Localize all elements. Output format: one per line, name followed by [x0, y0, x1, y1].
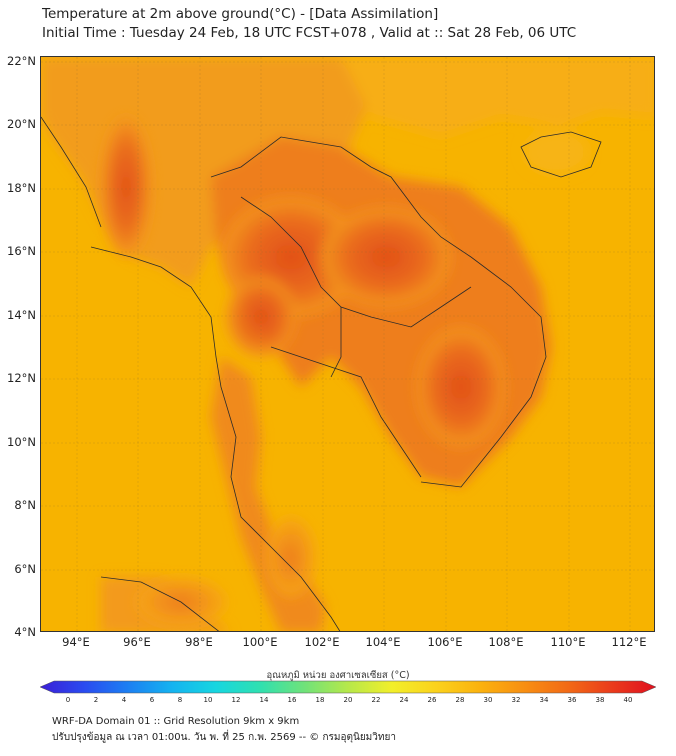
- lon-label-108e: 108°E: [488, 635, 524, 649]
- lat-label-22n: 22°N: [7, 54, 36, 68]
- temperature-map: [40, 56, 655, 632]
- map-title: Temperature at 2m above ground(°C) - [Da…: [42, 6, 439, 22]
- colorbar-tick-label: 34: [539, 696, 549, 704]
- lat-label-20n: 20°N: [7, 117, 36, 131]
- lat-label-4n: 4°N: [14, 625, 36, 639]
- colorbar-tick-label: 2: [93, 696, 99, 704]
- lat-label-18n: 18°N: [7, 181, 36, 195]
- footer-update-info: ปรับปรุงข้อมูล ณ เวลา 01:00น. วัน พ. ที่…: [52, 732, 396, 743]
- lat-label-8n: 8°N: [14, 498, 36, 512]
- colorbar: [40, 680, 656, 694]
- lon-label-94e: 94°E: [62, 635, 90, 649]
- lon-label-112e: 112°E: [611, 635, 647, 649]
- lon-label-110e: 110°E: [550, 635, 586, 649]
- colorbar-tick-label: 30: [483, 696, 493, 704]
- colorbar-tick-label: 12: [231, 696, 241, 704]
- colorbar-tick-label: 32: [511, 696, 521, 704]
- colorbar-tick-label: 38: [595, 696, 605, 704]
- lon-label-106e: 106°E: [427, 635, 463, 649]
- colorbar-tick-label: 6: [149, 696, 155, 704]
- colorbar-tick-label: 10: [203, 696, 213, 704]
- lat-label-14n: 14°N: [7, 308, 36, 322]
- colorbar-tick-label: 8: [177, 696, 183, 704]
- lat-label-6n: 6°N: [14, 562, 36, 576]
- footer-model-info: WRF-DA Domain 01 :: Grid Resolution 9km …: [52, 716, 300, 727]
- colorbar-tick-label: 18: [315, 696, 325, 704]
- colorbar-tick-label: 28: [455, 696, 465, 704]
- colorbar-tick-label: 40: [623, 696, 633, 704]
- lat-label-12n: 12°N: [7, 371, 36, 385]
- heat-hotspots: [101, 117, 506, 627]
- colorbar-title: อุณหภูมิ หน่วย องศาเซลเซียส (°C): [266, 670, 410, 681]
- lat-label-10n: 10°N: [7, 435, 36, 449]
- colorbar-tick-label: 0: [65, 696, 71, 704]
- colorbar-tick-label: 36: [567, 696, 577, 704]
- colorbar-tick-label: 22: [371, 696, 381, 704]
- colorbar-tick-label: 14: [259, 696, 269, 704]
- map-subtitle: Initial Time : Tuesday 24 Feb, 18 UTC FC…: [42, 25, 577, 41]
- lon-label-104e: 104°E: [365, 635, 401, 649]
- lon-label-102e: 102°E: [304, 635, 340, 649]
- lon-label-100e: 100°E: [242, 635, 278, 649]
- colorbar-tick-label: 24: [399, 696, 409, 704]
- colorbar-ramp: [40, 680, 656, 694]
- lon-label-98e: 98°E: [185, 635, 213, 649]
- borders: [41, 116, 602, 631]
- colorbar-tick-label: 20: [343, 696, 353, 704]
- lon-label-96e: 96°E: [123, 635, 151, 649]
- colorbar-tick-label: 26: [427, 696, 437, 704]
- graticule: [41, 57, 654, 631]
- colorbar-tick-label: 4: [121, 696, 127, 704]
- colorbar-tick-label: 16: [287, 696, 297, 704]
- lat-label-16n: 16°N: [7, 244, 36, 258]
